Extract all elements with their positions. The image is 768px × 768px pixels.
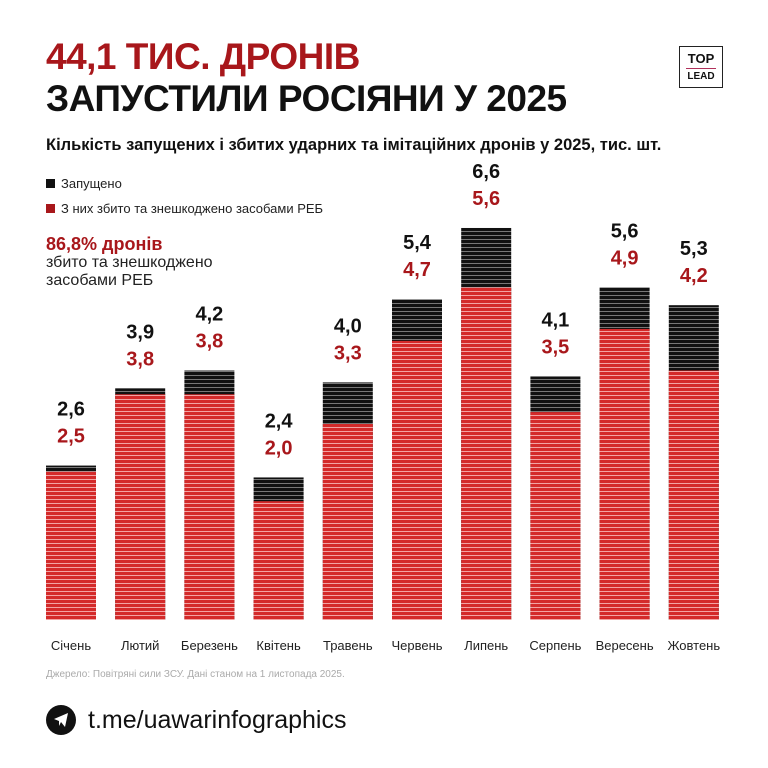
telegram-url[interactable]: t.me/uawarinfographics [88,705,347,734]
bar-downed [46,471,96,620]
legend-swatch-red [46,204,55,213]
category-label: Липень [464,638,508,653]
legend-label: З них збито та знешкоджено засобами РЕБ [61,201,324,216]
logo-top: TOP [687,51,715,66]
bar-downed [184,394,235,620]
chart-title: Кількість запущених і збитих ударних та … [46,136,662,154]
logo-bottom: LEAD [687,71,715,82]
highlight-text: збито та знешкоджено засобами РЕБ [46,254,213,289]
category-label: Жовтень [667,638,720,653]
bar-downed [599,328,650,620]
value-label-launched: 5,6 [611,220,639,242]
legend-label: Запущено [61,176,122,191]
value-label-launched: 2,4 [265,410,294,432]
value-label-downed: 3,5 [541,336,569,358]
bar-downed [322,423,373,620]
value-label-downed: 3,8 [126,348,154,370]
category-label: Серпень [529,638,581,653]
top-lead-logo: TOP LEAD [679,46,723,88]
category-label: Вересень [596,638,654,653]
category-label: Червень [391,638,442,653]
value-label-launched: 4,0 [334,315,362,337]
value-label-launched: 3,9 [126,321,154,343]
value-label-downed: 4,9 [611,247,639,269]
value-label-launched: 5,3 [680,238,708,260]
bar-downed [115,394,166,620]
title-line-1: 44,1 ТИС. ДРОНІВ [46,36,360,77]
legend-swatch-black [46,179,55,188]
value-label-downed: 3,3 [334,342,362,364]
value-label-launched: 4,2 [195,304,223,326]
source-note: Джерело: Повітряні сили ЗСУ. Дані станом… [46,669,345,680]
value-label-launched: 6,6 [472,161,500,183]
highlight-percent: 86,8% дронів [46,234,163,254]
bar-downed [530,412,581,620]
bar-downed [253,501,304,620]
value-label-downed: 4,2 [680,265,708,287]
value-label-launched: 4,1 [541,309,569,331]
logo-divider [686,68,716,69]
value-label-downed: 2,0 [265,437,293,459]
value-label-downed: 5,6 [472,188,500,210]
telegram-icon [46,705,76,735]
category-label: Березень [181,638,238,653]
value-label-launched: 5,4 [403,232,432,254]
value-label-downed: 2,5 [57,426,85,448]
value-label-launched: 2,6 [57,399,85,421]
bar-downed [392,340,442,620]
category-label: Травень [323,638,373,653]
category-label: Квітень [256,638,301,653]
legend-launched: Запущено [46,176,122,191]
telegram-link[interactable]: t.me/uawarinfographics [46,705,346,735]
value-label-downed: 3,8 [195,331,223,353]
value-label-downed: 4,7 [403,259,431,281]
category-label: Лютий [121,638,159,653]
title-line-2: ЗАПУСТИЛИ РОСІЯНИ У 2025 [46,78,567,119]
bar-downed [461,287,512,620]
category-label: Січень [51,638,91,653]
bar-downed [668,370,719,620]
legend-downed: З них збито та знешкоджено засобами РЕБ [46,201,323,216]
